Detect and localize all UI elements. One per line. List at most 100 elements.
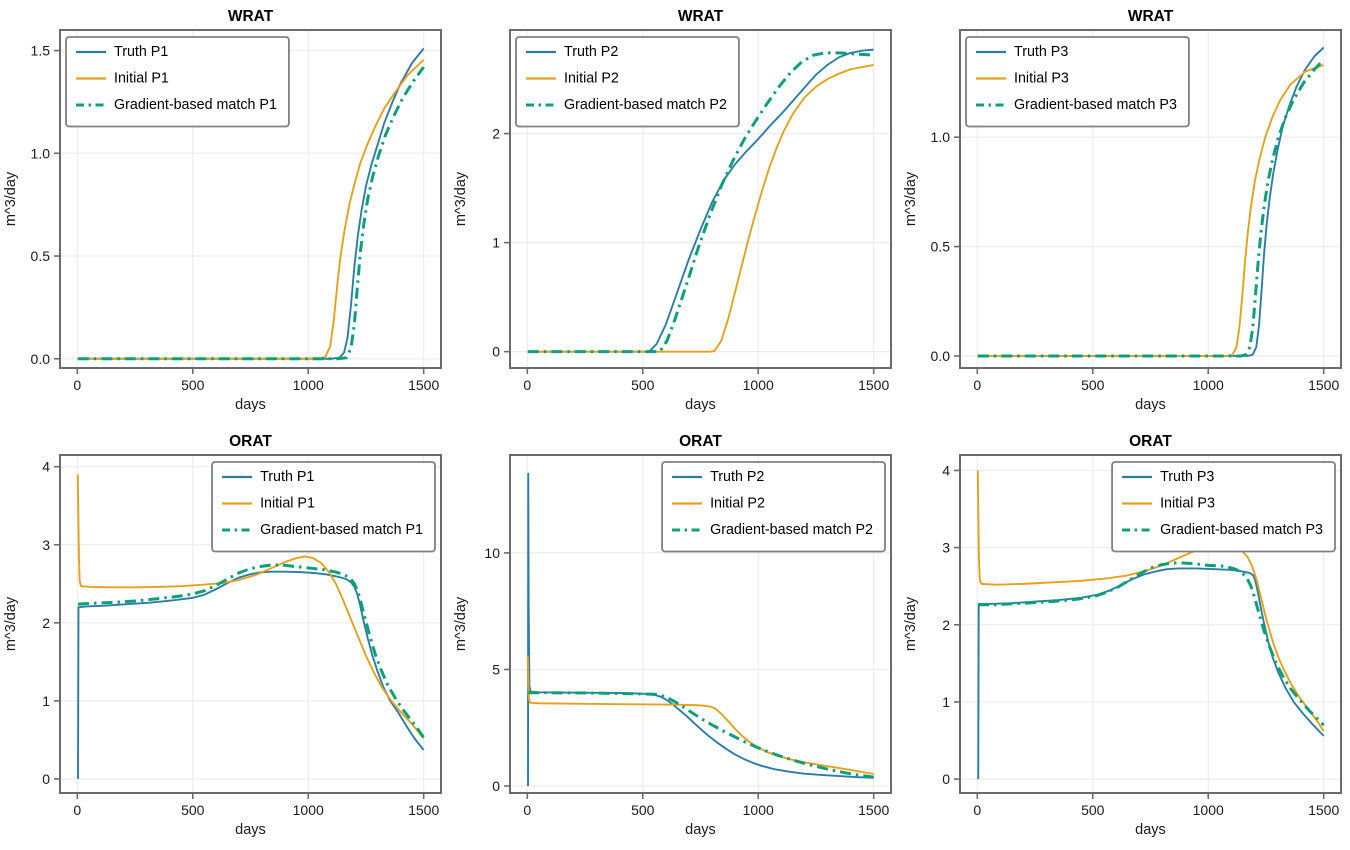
legend-label: Initial P2 [564, 71, 619, 87]
y-tick-label: 1 [942, 694, 950, 710]
chart-panel-wrat-p2: 0 500 1000 1500 0 1 2 WRAT days m^3/day Truth P2 In… [450, 0, 900, 425]
y-tick-label: 10 [484, 545, 500, 561]
y-axis-label: m^3/day [903, 596, 919, 651]
series-line-initial-p3 [977, 64, 1324, 357]
chart-panel-orat-p2: 0 500 1000 1500 0 5 10 ORAT days m^3/day Truth P2 I… [450, 425, 900, 850]
axis-ticks: 0 500 1000 1500 0 1 2 [492, 126, 889, 393]
chart-title: WRAT [228, 8, 274, 25]
legend: Truth P1 Initial P1 Gradient-based match P… [211, 461, 436, 553]
series-line-truth-p3 [977, 46, 1325, 357]
y-tick-label: 0 [492, 778, 500, 794]
chart-title: WRAT [1128, 8, 1174, 25]
legend-label: Truth P3 [1160, 469, 1214, 485]
x-tick-label: 1500 [1308, 377, 1339, 393]
x-axis-label: days [685, 397, 716, 413]
y-tick-label: 0 [942, 771, 950, 787]
legend-label: Gradient-based match P2 [710, 522, 873, 538]
series-line-gradient-based-match-p1 [77, 563, 425, 739]
series-line-gradient-based-match-p3 [978, 561, 1325, 727]
x-tick-label: 500 [1081, 802, 1105, 818]
legend-label: Truth P3 [1014, 44, 1068, 60]
axis-ticks: 0 500 1000 1500 0 5 10 [484, 545, 889, 818]
legend-label: Gradient-based match P3 [1160, 522, 1323, 538]
legend-label: Initial P3 [1014, 71, 1069, 87]
legend: Truth P3 Initial P3 Gradient-based match P… [965, 36, 1190, 128]
x-tick-label: 0 [523, 802, 531, 818]
x-axis-label: days [685, 822, 716, 838]
legend-label: Truth P1 [260, 469, 314, 485]
series-line-truth-p3 [977, 567, 1325, 780]
y-tick-label: 0 [492, 344, 500, 360]
y-tick-label: 0.5 [931, 239, 951, 255]
y-tick-label: 5 [492, 661, 500, 677]
legend: Truth P1 Initial P1 Gradient-based match P… [65, 36, 290, 128]
orat-p2-chart: 0 500 1000 1500 0 5 10 ORAT days m^3/day Truth P2 I… [453, 433, 892, 838]
series-line-gradient-based-match-p2 [527, 51, 874, 354]
x-tick-label: 1500 [858, 377, 889, 393]
y-tick-label: 4 [942, 462, 950, 478]
y-tick-label: 3 [942, 540, 950, 556]
axis-ticks: 0 500 1000 1500 0.0 0.5 1.0 1.5 [31, 43, 440, 393]
series-line-initial-p2 [526, 655, 874, 775]
x-tick-label: 500 [1081, 377, 1105, 393]
x-tick-label: 0 [523, 377, 531, 393]
y-tick-label: 0.0 [931, 348, 951, 364]
chart-panel-orat-p1: 0 500 1000 1500 0 1 2 3 4 ORAT days m^3/day Truth P1… [0, 425, 450, 850]
chart-title: ORAT [679, 433, 722, 450]
legend-box [661, 461, 886, 553]
wrat-p2-chart: 0 500 1000 1500 0 1 2 WRAT days m^3/day Truth P2 In… [453, 8, 892, 413]
y-tick-label: 2 [492, 126, 500, 142]
x-tick-label: 0 [973, 802, 981, 818]
legend-label: Initial P1 [114, 71, 169, 87]
series-group [526, 472, 874, 787]
x-tick-label: 1500 [1308, 802, 1339, 818]
x-tick-label: 1000 [743, 377, 774, 393]
y-axis-label: m^3/day [3, 596, 19, 651]
x-tick-label: 1500 [858, 802, 889, 818]
legend-label: Gradient-based match P3 [1014, 97, 1177, 113]
y-tick-label: 0 [42, 771, 50, 787]
axis-ticks: 0 500 1000 1500 0 1 2 3 4 [942, 462, 1339, 818]
y-tick-label: 1.0 [31, 145, 51, 161]
series-line-truth-p1 [77, 570, 425, 779]
y-tick-label: 3 [42, 537, 50, 553]
series-line-initial-p2 [527, 63, 874, 353]
x-tick-label: 500 [181, 377, 205, 393]
y-tick-label: 4 [42, 459, 50, 475]
series-line-gradient-based-match-p3 [977, 58, 1325, 358]
x-axis-label: days [235, 822, 266, 838]
legend-label: Initial P3 [1160, 496, 1215, 512]
x-tick-label: 0 [973, 377, 981, 393]
axes-box [959, 29, 1342, 369]
x-tick-label: 1000 [293, 377, 324, 393]
legend: Truth P3 Initial P3 Gradient-based match P… [1111, 461, 1336, 553]
x-tick-label: 1000 [1193, 802, 1224, 818]
legend-box [1111, 461, 1336, 553]
axis-ticks: 0 500 1000 1500 0.0 0.5 1.0 [931, 129, 1340, 393]
x-tick-label: 1000 [743, 802, 774, 818]
series-line-initial-p1 [76, 474, 425, 739]
x-tick-label: 0 [73, 802, 81, 818]
legend: Truth P2 Initial P2 Gradient-based match P… [661, 461, 886, 553]
chart-title: ORAT [229, 433, 272, 450]
y-axis-label: m^3/day [453, 596, 469, 651]
x-tick-label: 500 [631, 377, 655, 393]
y-tick-label: 1.5 [31, 43, 51, 59]
y-tick-label: 1.0 [931, 129, 951, 145]
legend-label: Initial P1 [260, 496, 315, 512]
series-line-truth-p2 [527, 472, 874, 787]
axes-box [59, 454, 442, 794]
wrat-p1-chart: 0 500 1000 1500 0.0 0.5 1.0 1.5 WRAT days m^3/day T… [3, 8, 442, 413]
series-group [77, 47, 425, 361]
orat-p1-chart: 0 500 1000 1500 0 1 2 3 4 ORAT days m^3/day Truth P1… [3, 433, 442, 838]
chart-panel-orat-p3: 0 500 1000 1500 0 1 2 3 4 ORAT days m^3/day Truth P3… [900, 425, 1350, 850]
chart-title: ORAT [1129, 433, 1172, 450]
x-tick-label: 500 [181, 802, 205, 818]
legend-label: Gradient-based match P1 [114, 97, 277, 113]
axes-box [509, 454, 892, 794]
legend-label: Gradient-based match P1 [260, 522, 423, 538]
series-line-gradient-based-match-p1 [77, 66, 425, 361]
axes-box [59, 29, 442, 369]
series-group [76, 474, 425, 779]
legend-label: Truth P2 [564, 44, 618, 60]
